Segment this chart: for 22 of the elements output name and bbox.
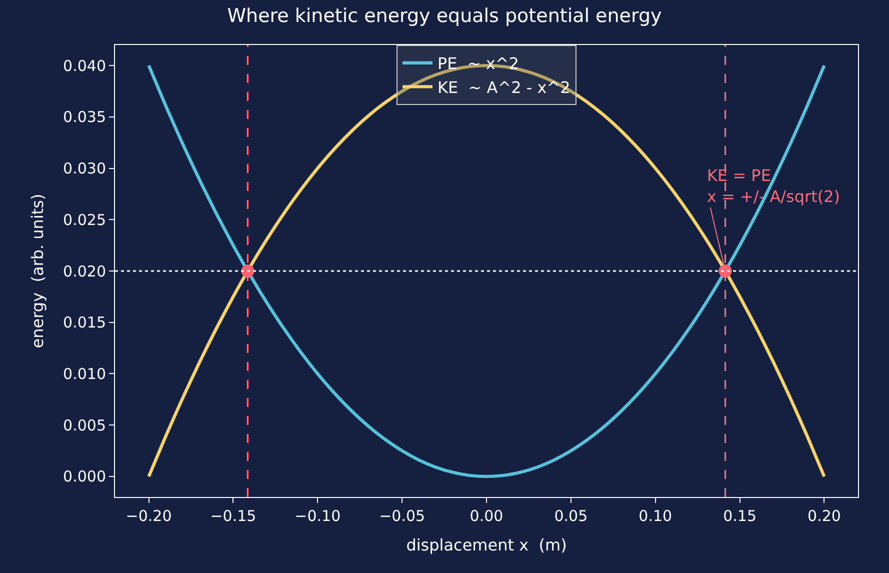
x-tick-label: −0.05 — [379, 507, 426, 525]
y-tick-label: 0.030 — [63, 160, 106, 178]
x-tick-label: −0.20 — [126, 507, 172, 525]
chart-title: Where kinetic energy equals potential energy — [227, 4, 662, 27]
x-tick-label: −0.15 — [210, 507, 256, 525]
x-tick-label: 0.20 — [808, 507, 841, 525]
annotation: KE = PE x = +/- A/sqrt(2) — [707, 166, 840, 206]
y-tick-label: 0.025 — [63, 210, 106, 229]
x-axis-title: displacement x (m) — [406, 536, 567, 555]
y-tick-label: 0.015 — [63, 314, 106, 332]
x-tick-label: 0.00 — [470, 507, 504, 525]
x-tick-label: −0.10 — [294, 507, 341, 525]
y-tick-label: 0.000 — [63, 468, 106, 486]
x-tick-label: 0.10 — [638, 507, 672, 525]
y-tick-label: 0.020 — [63, 262, 106, 280]
y-axis-title: energy (arb. units) — [28, 194, 47, 348]
y-tick-label: 0.010 — [63, 364, 106, 383]
y-tick-label: 0.035 — [63, 108, 106, 126]
y-tick-label: 0.040 — [63, 56, 106, 75]
x-tick-label: 0.15 — [723, 507, 757, 525]
y-tick-label: 0.005 — [63, 416, 106, 434]
x-tick-label: 0.05 — [554, 507, 588, 525]
